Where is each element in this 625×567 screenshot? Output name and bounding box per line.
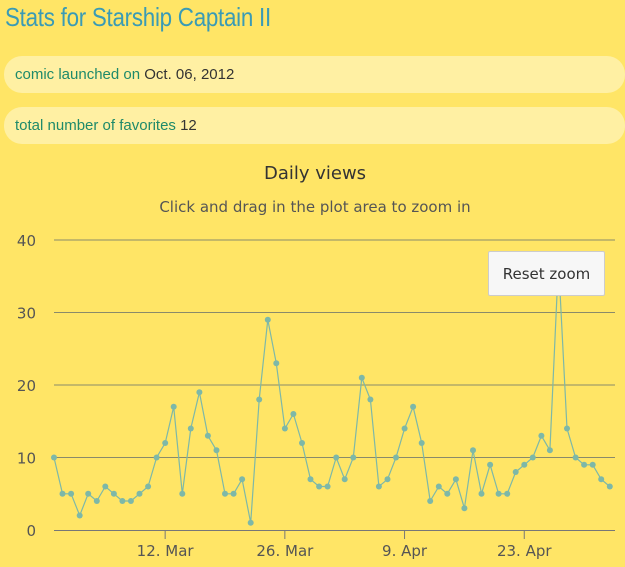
data-point[interactable] [393, 454, 399, 461]
data-point[interactable] [427, 498, 434, 504]
data-point[interactable] [435, 483, 442, 490]
data-point[interactable] [85, 490, 92, 497]
data-point[interactable] [546, 447, 553, 454]
data-point[interactable] [538, 432, 545, 439]
y-tick-label: 0 [26, 522, 36, 540]
data-point[interactable] [162, 440, 169, 446]
data-point[interactable] [512, 469, 519, 475]
data-point[interactable] [316, 483, 323, 490]
data-point[interactable] [564, 425, 570, 432]
x-tick-label: 26. Mar [256, 542, 314, 560]
data-point[interactable] [410, 403, 417, 410]
data-point[interactable] [170, 403, 177, 410]
data-point[interactable] [230, 490, 237, 497]
chart-axes: 0 10 20 30 40 12. Mar 26. Mar 9. Apr 23. Apr [17, 232, 615, 560]
data-point[interactable] [136, 490, 143, 497]
data-point[interactable] [589, 461, 596, 468]
data-point[interactable] [324, 483, 331, 490]
data-point[interactable] [444, 490, 451, 497]
data-point[interactable] [179, 490, 186, 497]
data-point[interactable] [204, 432, 211, 439]
data-point[interactable] [367, 396, 374, 403]
data-point[interactable] [187, 425, 194, 432]
data-point[interactable] [529, 454, 536, 461]
data-point[interactable] [119, 498, 126, 504]
stat-favorites-value: 12 [180, 117, 197, 134]
data-point[interactable] [401, 425, 408, 432]
data-point[interactable] [375, 483, 382, 490]
data-point[interactable] [487, 461, 494, 468]
data-point[interactable] [247, 519, 254, 526]
data-point[interactable] [606, 483, 613, 490]
data-point[interactable] [452, 476, 459, 483]
data-point[interactable] [307, 476, 314, 483]
data-point[interactable] [145, 483, 152, 490]
x-tick-label: 23. Apr [497, 542, 552, 560]
data-point[interactable] [68, 490, 75, 497]
data-point[interactable] [93, 498, 100, 504]
reset-zoom-button[interactable]: Reset zoom [488, 251, 605, 296]
chart-subtitle: Click and drag in the plot area to zoom … [159, 198, 470, 216]
data-point[interactable] [299, 440, 305, 446]
y-tick-label: 30 [17, 305, 36, 323]
data-point[interactable] [470, 447, 476, 454]
data-point[interactable] [581, 461, 588, 468]
data-point[interactable] [102, 483, 109, 490]
y-tick-label: 10 [17, 450, 36, 468]
data-point[interactable] [76, 512, 83, 519]
data-point[interactable] [418, 440, 425, 446]
data-point[interactable] [222, 490, 228, 497]
data-point[interactable] [495, 490, 502, 497]
data-point[interactable] [59, 490, 66, 497]
data-point[interactable] [264, 316, 271, 323]
x-tick-label: 12. Mar [137, 542, 195, 560]
data-point[interactable] [598, 476, 605, 483]
data-point[interactable] [239, 476, 246, 483]
data-point[interactable] [153, 454, 160, 461]
data-point[interactable] [256, 396, 263, 403]
stat-launch-date: comic launched on Oct. 06, 2012 [4, 56, 625, 93]
series-line [53, 261, 611, 523]
data-point[interactable] [350, 454, 357, 461]
y-tick-label: 40 [17, 232, 36, 250]
data-point[interactable] [358, 374, 365, 381]
data-point[interactable] [333, 454, 340, 461]
data-point[interactable] [281, 425, 288, 432]
data-point[interactable] [384, 476, 391, 483]
stat-favorites: total number of favorites 12 [4, 107, 625, 144]
data-point[interactable] [341, 476, 348, 483]
chart-title: Daily views [264, 163, 366, 184]
daily-views-chart[interactable]: Daily views Click and drag in the plot a… [0, 150, 625, 567]
data-point[interactable] [478, 490, 485, 497]
data-point[interactable] [110, 490, 117, 497]
stat-favorites-label: total number of favorites [15, 117, 176, 134]
data-point[interactable] [213, 447, 220, 454]
data-point[interactable] [461, 505, 468, 512]
data-point[interactable] [273, 360, 280, 367]
x-tick-label: 9. Apr [382, 542, 428, 560]
y-tick-label: 20 [17, 377, 36, 395]
stat-launch-date-value: Oct. 06, 2012 [144, 66, 235, 83]
data-point[interactable] [504, 490, 511, 497]
data-point[interactable] [290, 411, 297, 417]
chart-series[interactable] [51, 258, 613, 526]
stat-launch-date-label: comic launched on [15, 66, 141, 83]
data-point[interactable] [127, 498, 134, 504]
data-point[interactable] [196, 389, 203, 396]
page-title: Stats for Starship Captain II [5, 2, 271, 32]
data-point[interactable] [521, 461, 528, 468]
data-point[interactable] [51, 454, 57, 461]
data-point[interactable] [572, 454, 579, 461]
